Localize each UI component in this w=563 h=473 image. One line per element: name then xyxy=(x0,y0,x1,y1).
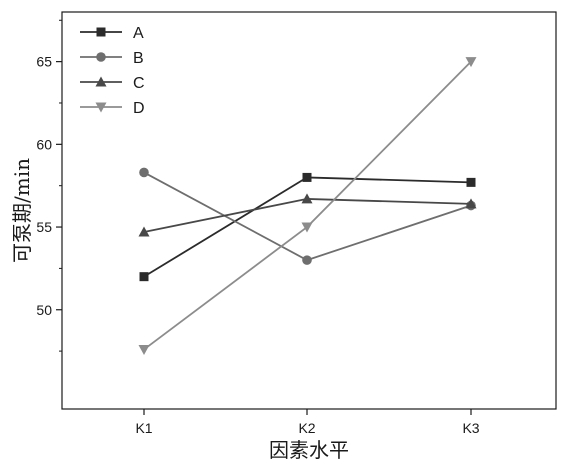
series-C xyxy=(138,193,477,237)
y-axis-ticks: 50 55 60 65 xyxy=(36,19,62,352)
data-point xyxy=(465,57,477,68)
data-point xyxy=(138,226,150,237)
legend-item: D xyxy=(80,100,145,117)
x-axis-ticks: K1 K2 K3 xyxy=(135,409,480,436)
legend-marker xyxy=(95,102,107,113)
data-point xyxy=(139,272,149,282)
data-point xyxy=(302,172,312,182)
y-axis-title: 可泵期/min xyxy=(10,158,34,263)
legend-marker xyxy=(95,76,107,87)
series-B xyxy=(139,167,476,265)
data-point xyxy=(465,198,477,209)
legend-marker xyxy=(96,52,106,62)
legend-item: A xyxy=(80,25,144,42)
legend-label: B xyxy=(133,50,144,67)
y-tick-label: 50 xyxy=(36,302,52,318)
x-tick-label: K3 xyxy=(462,420,479,436)
legend-marker xyxy=(96,27,106,37)
y-tick-label: 65 xyxy=(36,54,52,70)
data-point xyxy=(466,177,476,187)
x-tick-label: K2 xyxy=(298,420,315,436)
legend-label: C xyxy=(133,75,145,92)
series-D xyxy=(138,57,477,355)
data-point xyxy=(301,193,313,204)
data-point xyxy=(139,167,149,178)
plot-frame xyxy=(61,11,557,410)
series-A xyxy=(139,172,476,282)
legend-label: D xyxy=(133,100,145,117)
data-point xyxy=(138,344,150,355)
legend-label: A xyxy=(133,25,144,42)
data-point xyxy=(301,222,313,233)
x-axis-title: 因素水平 xyxy=(269,438,349,462)
legend-item: C xyxy=(80,75,145,92)
x-tick-label: K1 xyxy=(135,420,152,436)
data-point xyxy=(302,255,312,265)
axes xyxy=(61,11,557,410)
series-line xyxy=(143,60,472,351)
y-tick-label: 55 xyxy=(36,219,52,235)
y-tick-label: 60 xyxy=(36,136,52,152)
legend-item: B xyxy=(80,50,144,67)
series-layer xyxy=(138,57,477,355)
